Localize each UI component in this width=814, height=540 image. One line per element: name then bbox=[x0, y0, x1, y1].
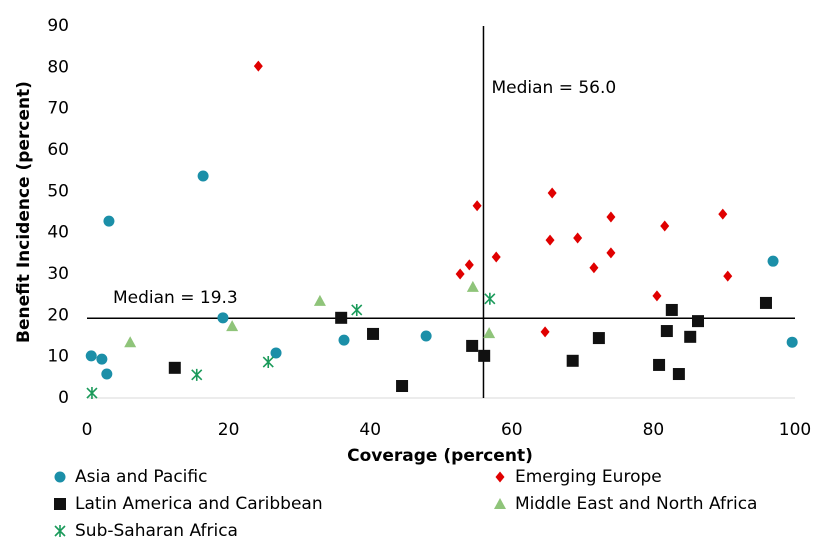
point bbox=[592, 332, 605, 345]
y-tick-label: 70 bbox=[47, 99, 69, 119]
y-tick-label: 60 bbox=[47, 140, 69, 160]
point bbox=[759, 296, 772, 309]
point bbox=[466, 280, 479, 292]
point bbox=[455, 268, 465, 280]
y-tick-label: 20 bbox=[47, 305, 69, 325]
point bbox=[718, 208, 728, 220]
point bbox=[270, 347, 282, 359]
point bbox=[692, 315, 705, 328]
point bbox=[96, 353, 108, 365]
x-tick-label: 60 bbox=[501, 420, 523, 440]
legend-label: Asia and Pacific bbox=[75, 467, 207, 487]
x-tick-label: 40 bbox=[359, 420, 381, 440]
legend-label: Sub-Saharan Africa bbox=[75, 521, 238, 540]
point bbox=[478, 349, 491, 362]
point bbox=[338, 334, 350, 346]
point bbox=[723, 270, 733, 282]
x-tick-label: 0 bbox=[82, 420, 93, 440]
x-tick-label: 100 bbox=[779, 420, 811, 440]
point bbox=[472, 200, 482, 212]
point bbox=[464, 259, 474, 271]
point bbox=[652, 290, 662, 302]
point bbox=[540, 326, 550, 338]
point bbox=[466, 339, 479, 352]
legend-marker bbox=[495, 471, 505, 483]
point bbox=[197, 170, 209, 182]
point bbox=[226, 320, 239, 332]
y-tick-label: 40 bbox=[47, 223, 69, 243]
point bbox=[653, 358, 666, 371]
y-tick-label: 0 bbox=[58, 388, 69, 408]
point bbox=[606, 211, 616, 223]
point bbox=[491, 251, 501, 263]
point bbox=[396, 380, 409, 393]
point bbox=[313, 294, 326, 306]
legend-marker bbox=[54, 471, 66, 483]
point bbox=[335, 311, 348, 324]
legend-marker bbox=[494, 498, 506, 509]
point bbox=[573, 232, 583, 244]
y-tick-label: 50 bbox=[47, 181, 69, 201]
point bbox=[547, 187, 557, 199]
legend-marker bbox=[54, 498, 66, 510]
median-label: Median = 56.0 bbox=[491, 78, 616, 98]
y-tick-label: 80 bbox=[47, 57, 69, 77]
y-tick-label: 30 bbox=[47, 264, 69, 284]
point bbox=[420, 330, 432, 342]
y-tick-label: 10 bbox=[47, 347, 69, 367]
legend-marker bbox=[54, 525, 66, 537]
point bbox=[85, 350, 97, 362]
legend-label: Middle East and North Africa bbox=[515, 494, 757, 514]
point bbox=[566, 354, 579, 367]
x-tick-label: 20 bbox=[218, 420, 240, 440]
point bbox=[483, 327, 496, 339]
point bbox=[786, 336, 798, 348]
point bbox=[191, 368, 203, 381]
point bbox=[484, 292, 496, 305]
point bbox=[101, 368, 113, 380]
legend-label: Latin America and Caribbean bbox=[75, 494, 323, 514]
point bbox=[351, 303, 363, 316]
point bbox=[124, 336, 137, 348]
point bbox=[367, 327, 380, 340]
y-axis-title: Benefit Incidence (percent) bbox=[14, 81, 34, 343]
point bbox=[665, 303, 678, 316]
x-axis-title: Coverage (percent) bbox=[347, 446, 533, 466]
point bbox=[672, 368, 685, 381]
point bbox=[660, 220, 670, 232]
point bbox=[217, 312, 229, 324]
point bbox=[262, 356, 274, 369]
point bbox=[606, 247, 616, 259]
point bbox=[660, 325, 673, 338]
point bbox=[86, 387, 98, 400]
point bbox=[545, 234, 555, 246]
point bbox=[253, 60, 263, 72]
point bbox=[767, 255, 779, 267]
point bbox=[684, 330, 697, 343]
point bbox=[168, 361, 181, 374]
x-tick-label: 80 bbox=[643, 420, 665, 440]
point bbox=[103, 215, 115, 227]
median-label: Median = 19.3 bbox=[113, 288, 238, 308]
point bbox=[589, 262, 599, 274]
y-tick-label: 90 bbox=[47, 16, 69, 36]
legend-label: Emerging Europe bbox=[515, 467, 662, 487]
